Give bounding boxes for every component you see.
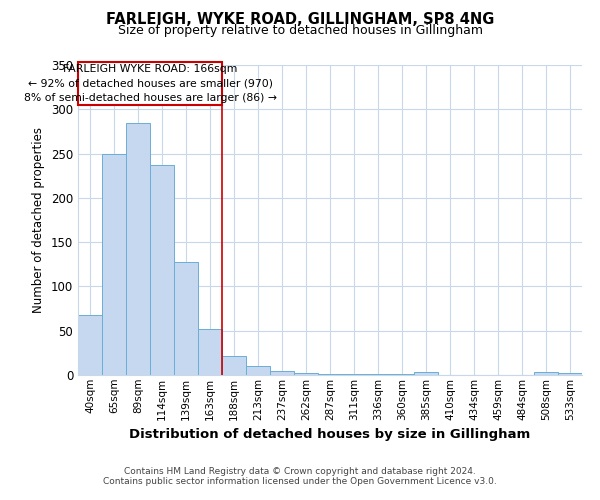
Bar (294, 373, 318, 375)
Bar (222, 356, 246, 375)
Bar (246, 366, 270, 375)
Bar (126, 122, 150, 375)
Bar (198, 329, 222, 375)
Bar (414, 372, 438, 375)
Bar (390, 374, 414, 375)
X-axis label: Distribution of detached houses by size in Gillingham: Distribution of detached houses by size … (130, 428, 530, 441)
Text: Size of property relative to detached houses in Gillingham: Size of property relative to detached ho… (118, 24, 482, 37)
Bar (174, 262, 198, 375)
Bar (150, 165, 174, 375)
Bar (78, 315, 102, 375)
FancyBboxPatch shape (78, 62, 222, 105)
Text: FARLEIGH WYKE ROAD: 166sqm
← 92% of detached houses are smaller (970)
8% of semi: FARLEIGH WYKE ROAD: 166sqm ← 92% of deta… (23, 64, 277, 104)
Bar (270, 372, 294, 375)
Bar (102, 154, 126, 375)
Bar (342, 374, 366, 375)
Bar (366, 374, 390, 375)
Bar (534, 372, 558, 375)
Y-axis label: Number of detached properties: Number of detached properties (32, 127, 46, 313)
Text: Contains public sector information licensed under the Open Government Licence v3: Contains public sector information licen… (103, 477, 497, 486)
Text: Contains HM Land Registry data © Crown copyright and database right 2024.: Contains HM Land Registry data © Crown c… (124, 467, 476, 476)
Text: FARLEIGH, WYKE ROAD, GILLINGHAM, SP8 4NG: FARLEIGH, WYKE ROAD, GILLINGHAM, SP8 4NG (106, 12, 494, 28)
Bar (558, 373, 582, 375)
Bar (318, 374, 342, 375)
